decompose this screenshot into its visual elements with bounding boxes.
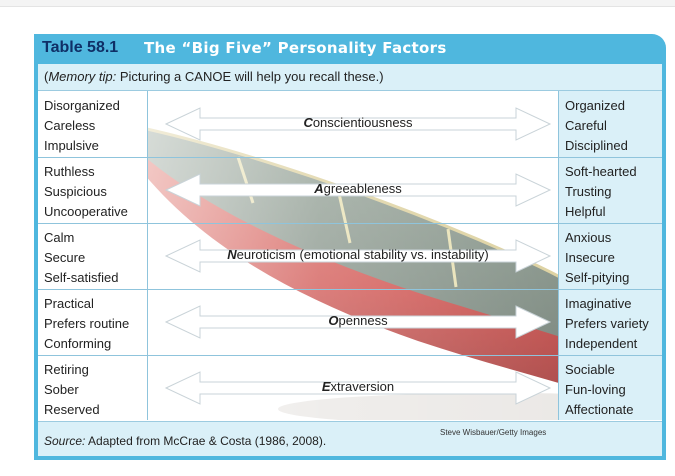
- high-trait-word: Sociable: [565, 362, 615, 377]
- high-trait-word: Disciplined: [565, 138, 628, 153]
- low-trait-word: Disorganized: [44, 98, 120, 113]
- top-edge: [0, 0, 675, 7]
- low-trait-word: Sober: [44, 382, 79, 397]
- low-trait-word: Careless: [44, 118, 96, 133]
- low-pole-cell: [38, 157, 148, 223]
- low-trait-word: Prefers routine: [44, 316, 130, 331]
- high-pole-cell: [558, 91, 662, 157]
- double-arrow-icon: [164, 239, 552, 273]
- high-pole-cell: [558, 289, 662, 355]
- table-header: Table 58.1 The “Big Five” Personality Fa…: [34, 34, 666, 64]
- low-trait-word: Conforming: [44, 336, 112, 351]
- row-divider: [38, 223, 662, 224]
- source-label: Source:: [44, 434, 86, 448]
- trait-rest: xtraversion: [330, 379, 395, 394]
- low-trait-word: Practical: [44, 296, 94, 311]
- memory-tip-label: Memory tip:: [48, 69, 117, 84]
- memory-tip-open: (: [44, 69, 49, 84]
- low-trait-word: Impulsive: [44, 138, 99, 153]
- trait-initial: E: [321, 379, 331, 394]
- trait-neuroticism: Neuroticism (emotional stability vs. ins…: [164, 247, 552, 262]
- memory-tip-row: (Memory tip: Picturing a CANOE will help…: [38, 64, 662, 91]
- source-citation: Adapted from McCrae & Costa (1986, 2008)…: [85, 434, 327, 448]
- table-number: Table 58.1: [42, 39, 119, 56]
- memory-tip: (Memory tip: Picturing a CANOE will help…: [44, 69, 384, 84]
- trait-rest: greeableness: [323, 181, 402, 196]
- high-trait-word: Insecure: [565, 250, 615, 265]
- trait-rest: euroticism (emotional stability vs. inst…: [236, 247, 489, 262]
- personality-table: Table 58.1 The “Big Five” Personality Fa…: [34, 34, 666, 460]
- double-arrow-icon: [164, 107, 552, 141]
- high-trait-word: Trusting: [565, 184, 612, 199]
- low-pole-cell: [38, 91, 148, 157]
- low-trait-word: Uncooperative: [44, 204, 128, 219]
- trait-initial: O: [328, 313, 339, 328]
- row-divider: [38, 157, 662, 158]
- low-trait-word: Retiring: [44, 362, 89, 377]
- high-pole-cell: [558, 223, 662, 289]
- high-trait-word: Soft-hearted: [565, 164, 637, 179]
- high-trait-word: Imaginative: [565, 296, 632, 311]
- high-pole-cell: [558, 157, 662, 223]
- high-trait-word: Careful: [565, 118, 607, 133]
- high-trait-word: Self-pitying: [565, 270, 630, 285]
- high-trait-word: Organized: [565, 98, 625, 113]
- row-divider: [38, 355, 662, 356]
- low-trait-word: Suspicious: [44, 184, 107, 199]
- table-title: The “Big Five” Personality Factors: [144, 39, 447, 57]
- high-pole-cell: [558, 355, 662, 420]
- high-trait-word: Affectionate: [565, 402, 634, 417]
- low-pole-cell: [38, 223, 148, 289]
- low-trait-word: Secure: [44, 250, 86, 265]
- trait-rest: onscientiousness: [312, 115, 413, 130]
- low-pole-cell: [38, 289, 148, 355]
- photo-credit: Steve Wisbauer/Getty Images: [440, 428, 547, 437]
- trait-grid: Disorganized Careless Impulsive Conscien…: [38, 91, 662, 420]
- high-trait-word: Prefers variety: [565, 316, 649, 331]
- row-divider: [38, 289, 662, 290]
- double-arrow-icon: [164, 371, 552, 405]
- trait-rest: penness: [338, 313, 388, 328]
- trait-initial: C: [303, 115, 313, 130]
- low-trait-word: Self-satisfied: [44, 270, 119, 285]
- double-arrow-icon: [164, 173, 552, 207]
- memory-tip-text: Picturing a CANOE will help you recall t…: [116, 69, 384, 84]
- trait-agreeableness: Agreeableness: [164, 181, 552, 196]
- source-note: Source: Adapted from McCrae & Costa (198…: [44, 434, 326, 448]
- low-trait-word: Calm: [44, 230, 75, 245]
- high-trait-word: Anxious: [565, 230, 612, 245]
- trait-initial: N: [227, 247, 237, 262]
- high-trait-word: Fun-loving: [565, 382, 626, 397]
- double-arrow-icon: [164, 305, 552, 339]
- trait-openness: Openness: [164, 313, 552, 328]
- source-row: Source: Adapted from McCrae & Costa (198…: [38, 421, 662, 456]
- low-trait-word: Ruthless: [44, 164, 95, 179]
- low-pole-cell: [38, 355, 148, 420]
- low-trait-word: Reserved: [44, 402, 100, 417]
- trait-conscientiousness: Conscientiousness: [164, 115, 552, 130]
- trait-initial: A: [314, 181, 324, 196]
- high-trait-word: Independent: [565, 336, 638, 351]
- table-body: (Memory tip: Picturing a CANOE will help…: [38, 64, 662, 456]
- high-trait-word: Helpful: [565, 204, 606, 219]
- trait-extraversion: Extraversion: [164, 379, 552, 394]
